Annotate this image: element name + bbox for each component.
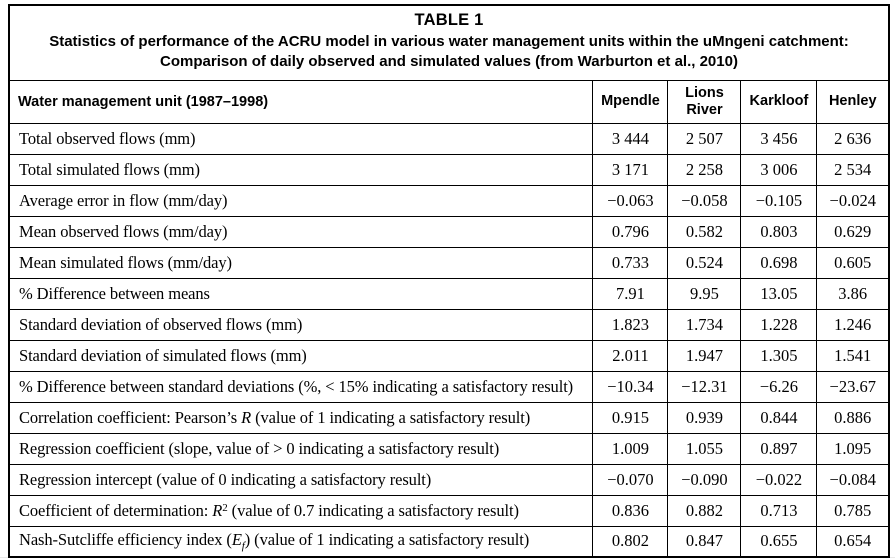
- row-label: Standard deviation of observed flows (mm…: [8, 308, 594, 341]
- cell-value: −0.022: [740, 463, 818, 496]
- table-row: Regression intercept (value of 0 indicat…: [8, 463, 890, 496]
- cell-value: 0.524: [667, 246, 742, 279]
- cell-value: 0.785: [816, 494, 890, 527]
- table-row: Average error in flow (mm/day) −0.063 −0…: [8, 184, 890, 217]
- cell-value: −0.058: [667, 184, 742, 217]
- cell-value: 13.05: [740, 277, 818, 310]
- row-label: Mean observed flows (mm/day): [8, 215, 594, 248]
- cell-value: 1.228: [740, 308, 818, 341]
- cell-value: 2 534: [816, 153, 890, 186]
- cell-value: −0.084: [816, 463, 890, 496]
- cell-value: 0.582: [667, 215, 742, 248]
- cell-value: 1.095: [816, 432, 890, 465]
- cell-value: 2 507: [667, 122, 742, 155]
- table-row: Mean observed flows (mm/day) 0.796 0.582…: [8, 215, 890, 248]
- cell-value: 0.836: [592, 494, 669, 527]
- cell-value: 0.605: [816, 246, 890, 279]
- cell-value: 0.847: [667, 525, 742, 558]
- cell-value: 0.629: [816, 215, 890, 248]
- column-header-wmu: Water management unit (1987–1998): [8, 79, 594, 124]
- table-title-cell: TABLE 1 Statistics of performance of the…: [8, 4, 890, 81]
- table-row: Coefficient of determination: R2 (value …: [8, 494, 890, 527]
- cell-value: 0.655: [740, 525, 818, 558]
- cell-value: 1.541: [816, 339, 890, 372]
- row-label: Regression intercept (value of 0 indicat…: [8, 463, 594, 496]
- table-row: Total observed flows (mm) 3 444 2 507 3 …: [8, 122, 890, 155]
- table-row: Total simulated flows (mm) 3 171 2 258 3…: [8, 153, 890, 186]
- cell-value: 3 171: [592, 153, 669, 186]
- cell-value: 1.305: [740, 339, 818, 372]
- cell-value: 0.796: [592, 215, 669, 248]
- cell-value: 2 636: [816, 122, 890, 155]
- cell-value: 2.011: [592, 339, 669, 372]
- table-row: % Difference between standard deviations…: [8, 370, 890, 403]
- cell-value: −12.31: [667, 370, 742, 403]
- cell-value: 0.897: [740, 432, 818, 465]
- row-label: % Difference between standard deviations…: [8, 370, 594, 403]
- row-label: Average error in flow (mm/day): [8, 184, 594, 217]
- cell-value: 9.95: [667, 277, 742, 310]
- row-label: Total observed flows (mm): [8, 122, 594, 155]
- row-label: Correlation coefficient: Pearson’s R (va…: [8, 401, 594, 434]
- cell-value: 2 258: [667, 153, 742, 186]
- cell-value: 1.055: [667, 432, 742, 465]
- cell-value: −0.070: [592, 463, 669, 496]
- cell-value: −0.090: [667, 463, 742, 496]
- table-subtitle: Statistics of performance of the ACRU mo…: [49, 33, 849, 71]
- cell-value: −0.024: [816, 184, 890, 217]
- cell-value: 0.803: [740, 215, 818, 248]
- cell-value: 0.713: [740, 494, 818, 527]
- table-row: Regression coefficient (slope, value of …: [8, 432, 890, 465]
- table-row: Correlation coefficient: Pearson’s R (va…: [8, 401, 890, 434]
- cell-value: 3 444: [592, 122, 669, 155]
- title-row: TABLE 1 Statistics of performance of the…: [8, 4, 890, 81]
- column-header-henley: Henley: [816, 79, 890, 124]
- cell-value: 1.823: [592, 308, 669, 341]
- table-row: Standard deviation of simulated flows (m…: [8, 339, 890, 372]
- cell-value: 3 456: [740, 122, 818, 155]
- cell-value: 0.915: [592, 401, 669, 434]
- header-row: Water management unit (1987–1998) Mpendl…: [8, 79, 890, 124]
- cell-value: 0.802: [592, 525, 669, 558]
- cell-value: 1.009: [592, 432, 669, 465]
- row-label: Nash-Sutcliffe efficiency index (Ef) (va…: [8, 525, 594, 558]
- row-label: Mean simulated flows (mm/day): [8, 246, 594, 279]
- cell-value: 1.246: [816, 308, 890, 341]
- cell-value: 0.698: [740, 246, 818, 279]
- table-row: Standard deviation of observed flows (mm…: [8, 308, 890, 341]
- row-label: % Difference between means: [8, 277, 594, 310]
- cell-value: 0.654: [816, 525, 890, 558]
- row-label: Total simulated flows (mm): [8, 153, 594, 186]
- column-header-karkloof: Karkloof: [740, 79, 818, 124]
- row-label: Coefficient of determination: R2 (value …: [8, 494, 594, 527]
- cell-value: 0.939: [667, 401, 742, 434]
- row-label: Regression coefficient (slope, value of …: [8, 432, 594, 465]
- table-row: % Difference between means 7.91 9.95 13.…: [8, 277, 890, 310]
- cell-value: 0.844: [740, 401, 818, 434]
- cell-value: −23.67: [816, 370, 890, 403]
- cell-value: 1.734: [667, 308, 742, 341]
- row-label: Standard deviation of simulated flows (m…: [8, 339, 594, 372]
- cell-value: 0.882: [667, 494, 742, 527]
- cell-value: 1.947: [667, 339, 742, 372]
- cell-value: −0.105: [740, 184, 818, 217]
- cell-value: 3 006: [740, 153, 818, 186]
- cell-value: −10.34: [592, 370, 669, 403]
- table-body: Total observed flows (mm) 3 444 2 507 3 …: [8, 122, 890, 558]
- cell-value: 0.733: [592, 246, 669, 279]
- cell-value: 3.86: [816, 277, 890, 310]
- table-row: Nash-Sutcliffe efficiency index (Ef) (va…: [8, 525, 890, 558]
- cell-value: 7.91: [592, 277, 669, 310]
- column-header-lions-river: Lions River: [667, 79, 742, 124]
- cell-value: 0.886: [816, 401, 890, 434]
- table-row: Mean simulated flows (mm/day) 0.733 0.52…: [8, 246, 890, 279]
- cell-value: −0.063: [592, 184, 669, 217]
- column-header-mpendle: Mpendle: [592, 79, 669, 124]
- cell-value: −6.26: [740, 370, 818, 403]
- performance-table: TABLE 1 Statistics of performance of the…: [8, 4, 890, 558]
- table-title: TABLE 1: [414, 11, 484, 29]
